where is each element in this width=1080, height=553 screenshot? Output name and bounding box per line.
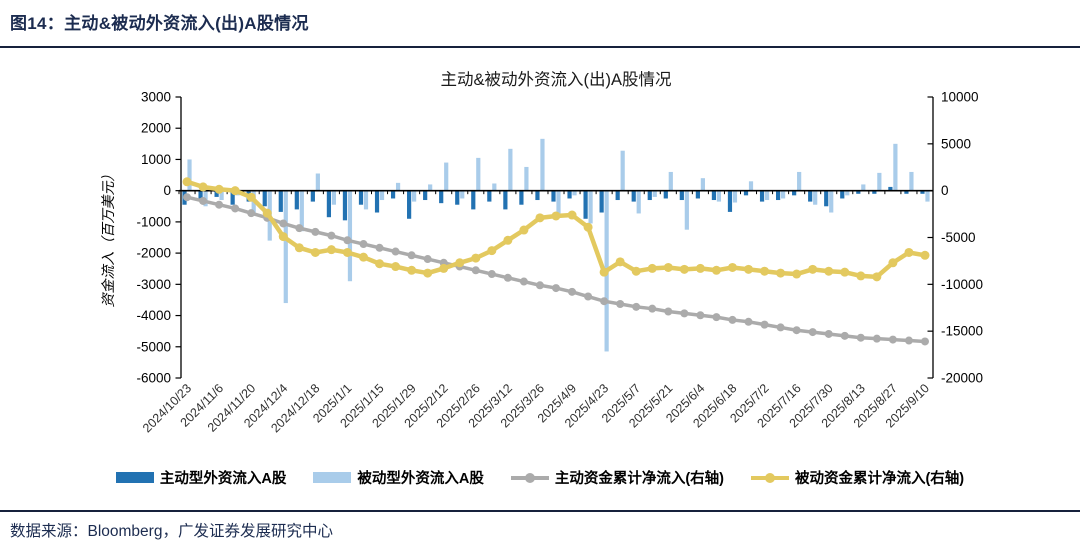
svg-text:1000: 1000 (141, 152, 171, 167)
chart-svg: 主动&被动外资流入(出)A股情况3000200010000-1000-2000-… (101, 70, 983, 435)
svg-text:-1000: -1000 (136, 214, 171, 229)
passive-line-swatch-icon (750, 472, 789, 484)
svg-text:主动&被动外资流入(出)A股情况: 主动&被动外资流入(出)A股情况 (441, 70, 672, 89)
svg-text:-20000: -20000 (941, 371, 983, 386)
legend-item-passive-cum: 被动资金累计净流入(右轴) (750, 467, 965, 488)
svg-text:0: 0 (163, 183, 171, 198)
chart-region: 主动&被动外资流入(出)A股情况 3000 2000 1000 0 -1000 -2000-… (0, 48, 1080, 462)
legend-item-passive-bar: 被动型外资流入A股 (313, 467, 484, 488)
svg-text:2000: 2000 (141, 121, 171, 136)
header-divider (0, 46, 1080, 48)
svg-text:-10000: -10000 (941, 277, 983, 292)
legend-item-active-bar: 主动型外资流入A股 (115, 467, 287, 488)
legend-label-passive-cum: 被动资金累计净流入(右轴) (794, 471, 965, 487)
svg-text:-5000: -5000 (941, 230, 976, 245)
legend-label-active-cum: 主动资金累计净流入(右轴) (554, 471, 724, 487)
svg-text:5000: 5000 (941, 136, 971, 151)
active-line-swatch-icon (510, 472, 549, 484)
svg-text:资金流入（百万美元）: 资金流入（百万美元） (101, 168, 117, 308)
svg-text:0: 0 (941, 183, 949, 198)
svg-text:-3000: -3000 (136, 277, 171, 292)
chart-legend: 主动型外资流入A股 被动型外资流入A股 主动资金累计净流入(右轴) 被动资金累计… (0, 467, 1080, 488)
svg-text:-2000: -2000 (136, 246, 171, 261)
legend-label-active-bar: 主动型外资流入A股 (159, 471, 287, 487)
svg-text:10000: 10000 (941, 90, 979, 105)
active-bar-swatch-icon (115, 472, 154, 483)
passive-bar-swatch-icon (313, 472, 352, 483)
legend-item-active-cum: 主动资金累计净流入(右轴) (510, 467, 724, 488)
figure-header-title: 图14：主动&被动外资流入(出)A股情况 (10, 14, 309, 33)
legend-label-passive-bar: 被动型外资流入A股 (357, 471, 484, 487)
svg-text:-5000: -5000 (136, 339, 171, 354)
svg-text:-6000: -6000 (136, 371, 171, 386)
svg-text:-4000: -4000 (136, 308, 171, 323)
svg-text:3000: 3000 (141, 90, 171, 105)
footer-divider (0, 510, 1080, 512)
svg-text:-15000: -15000 (941, 324, 983, 339)
data-source: 数据来源：Bloomberg，广发证券发展研究中心 (10, 523, 333, 540)
